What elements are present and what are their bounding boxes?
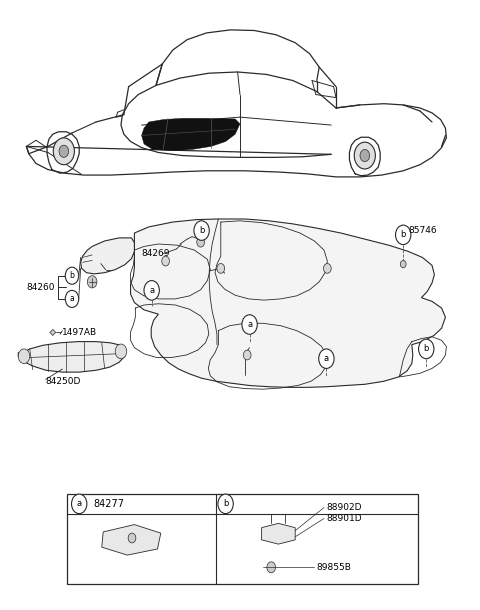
Text: 88902D: 88902D	[326, 503, 362, 512]
Text: 84250D: 84250D	[46, 377, 81, 386]
Text: 85746: 85746	[408, 226, 437, 235]
Text: b: b	[400, 231, 406, 239]
Circle shape	[194, 221, 209, 240]
Polygon shape	[18, 342, 126, 372]
Polygon shape	[131, 219, 445, 387]
Circle shape	[218, 494, 233, 514]
Text: b: b	[423, 345, 429, 353]
Circle shape	[128, 533, 136, 543]
Polygon shape	[262, 523, 295, 544]
Circle shape	[396, 225, 411, 245]
Circle shape	[354, 142, 375, 169]
Text: a: a	[324, 354, 329, 363]
Text: 84277: 84277	[94, 499, 125, 509]
Circle shape	[217, 264, 225, 273]
Circle shape	[197, 237, 204, 247]
Circle shape	[323, 350, 330, 360]
Circle shape	[319, 349, 334, 368]
Circle shape	[162, 256, 169, 266]
Circle shape	[115, 344, 127, 359]
Circle shape	[59, 145, 69, 157]
FancyBboxPatch shape	[67, 494, 418, 584]
Polygon shape	[102, 525, 161, 555]
Circle shape	[65, 267, 79, 284]
Text: 89855B: 89855B	[317, 563, 352, 572]
Circle shape	[243, 350, 251, 360]
Text: 84269: 84269	[142, 249, 170, 258]
Circle shape	[72, 494, 87, 514]
Text: 84260: 84260	[27, 283, 55, 292]
Text: b: b	[223, 500, 228, 508]
Circle shape	[242, 315, 257, 334]
Text: a: a	[247, 320, 252, 329]
Text: a: a	[70, 295, 74, 303]
Text: a: a	[77, 500, 82, 508]
Text: 88901D: 88901D	[326, 514, 362, 523]
Circle shape	[87, 276, 97, 288]
Circle shape	[65, 290, 79, 307]
Circle shape	[267, 562, 276, 573]
Circle shape	[419, 339, 434, 359]
Text: 1497AB: 1497AB	[62, 328, 97, 337]
Circle shape	[400, 260, 406, 268]
Text: b: b	[199, 226, 204, 235]
Circle shape	[18, 349, 30, 364]
Polygon shape	[142, 118, 240, 151]
Circle shape	[360, 149, 370, 162]
Circle shape	[144, 281, 159, 300]
Circle shape	[324, 264, 331, 273]
Circle shape	[53, 138, 74, 165]
Text: a: a	[149, 286, 154, 295]
Text: b: b	[70, 271, 74, 280]
Polygon shape	[81, 238, 134, 274]
Polygon shape	[50, 329, 56, 336]
